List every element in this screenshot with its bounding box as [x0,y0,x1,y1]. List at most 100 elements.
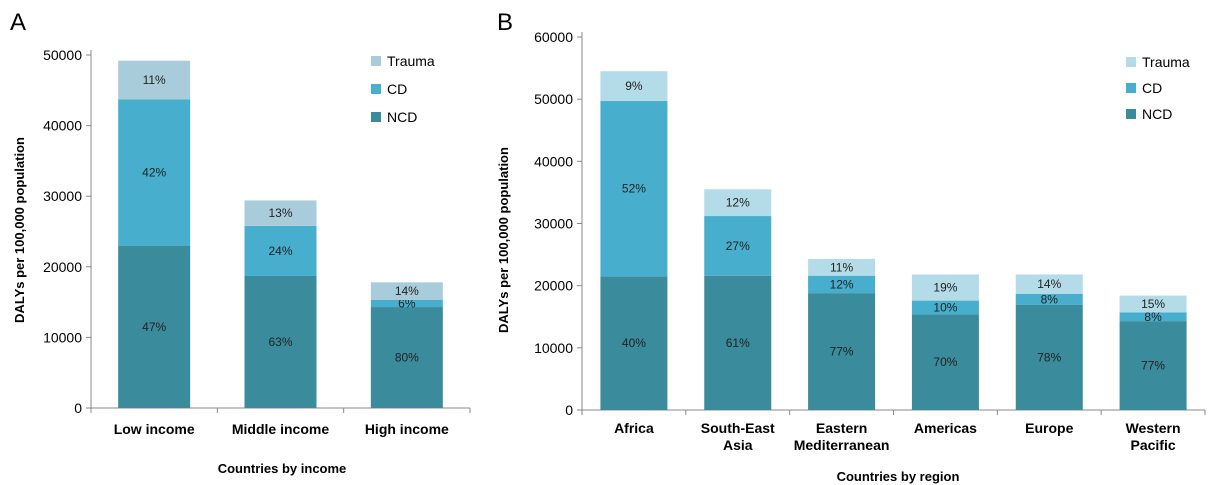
x-category-label-americas: Americas [914,420,977,436]
bar-cd-eastern-mediterranean [808,275,876,294]
y-tick-label: 50000 [534,91,573,107]
y-tick-label: 60000 [534,29,573,45]
x-category-label-europe: Europe [1025,420,1073,436]
legend-label-trauma: Trauma [387,53,435,69]
data-label-cd-south-east-asia: 27% [726,239,750,253]
data-label-cd-africa: 52% [622,182,646,196]
y-tick-label: 20000 [43,259,82,275]
legend-label-ncd: NCD [1142,106,1172,122]
bar-cd-middle-income [244,225,317,276]
data-label-cd-europe: 8% [1041,292,1059,306]
data-label-ncd-high-income: 80% [395,351,419,365]
data-label-ncd-americas: 70% [933,355,957,369]
bar-trauma-high-income [370,282,443,300]
legend-label-cd: CD [1142,80,1162,96]
data-label-trauma-low-income: 11% [143,73,166,87]
legend-swatch-cd [371,84,381,94]
y-tick-label: 0 [74,400,82,416]
data-label-ncd-africa: 40% [622,336,646,350]
bar-cd-europe [1015,293,1083,305]
data-label-cd-middle-income: 24% [268,244,292,258]
x-category-label-line: Africa [614,420,654,436]
data-label-trauma-south-east-asia: 12% [726,196,750,210]
data-label-trauma-middle-income: 13% [268,206,292,220]
data-label-ncd-western-pacific: 77% [1141,359,1165,373]
bar-trauma-africa [600,71,668,102]
legend-label-cd: CD [387,81,407,97]
bar-cd-western-pacific [1119,312,1187,322]
y-tick-label: 20000 [534,278,573,294]
y-tick-label: 30000 [534,216,573,232]
legend-swatch-cd [1126,83,1136,93]
bar-ncd-eastern-mediterranean [808,293,876,410]
bar-cd-high-income [370,299,443,308]
x-category-label-line: Western [1126,420,1181,436]
data-label-trauma-africa: 9% [625,79,643,93]
chart-panel-a: 0 10000 20000 30000 40000 50000 47% 42% 11% Low i… [12,47,471,476]
x-category-label-line: Eastern [816,420,867,436]
data-label-ncd-middle-income: 63% [268,335,292,349]
y-tick-label: 40000 [43,118,82,134]
bar-trauma-south-east-asia [704,189,772,217]
chart-panel-b: 0 10000 20000 30000 40000 50000 60000 40% 52% 9% A… [496,29,1206,484]
x-category-label-line: South-East [701,420,775,436]
legend-swatch-ncd [1126,109,1136,119]
bar-ncd-americas [911,314,979,410]
data-label-cd-high-income: 6% [398,297,416,311]
y-tick-label: 0 [565,402,573,418]
x-category-label-western-pacific: Western Pacific [1126,420,1181,453]
x-category-label-line: Middle income [232,421,329,437]
x-category-label-line: Mediterranean [794,437,890,453]
legend-swatch-trauma [371,56,381,66]
data-label-ncd-south-east-asia: 61% [726,336,750,350]
bar-cd-south-east-asia [704,216,772,276]
data-label-ncd-europe: 78% [1037,350,1061,364]
y-tick-label: 10000 [534,340,573,356]
y-axis-title: DALYs per 100,000 population [496,147,511,333]
data-label-ncd-eastern-mediterranean: 77% [830,345,854,359]
x-category-label-line: Americas [914,420,977,436]
data-label-trauma-eastern-mediterranean: 11% [830,260,853,274]
x-category-label-africa: Africa [614,420,654,436]
legend-swatch-trauma [1126,57,1136,67]
y-tick-label: 50000 [43,47,82,63]
x-category-label-middle-income: Middle income [232,421,329,437]
y-tick-label: 10000 [43,329,82,345]
y-axis-title: DALYs per 100,000 population [12,137,27,323]
data-label-trauma-western-pacific: 15% [1141,297,1165,311]
panel-letter-a: A [10,9,26,36]
x-category-label-south-east-asia: South-East Asia [701,420,775,453]
data-label-cd-low-income: 42% [142,166,166,180]
bar-ncd-western-pacific [1119,321,1187,410]
bar-cd-low-income [118,99,191,246]
y-tick-label: 30000 [43,188,82,204]
legend-label-trauma: Trauma [1142,54,1190,70]
x-category-label-eastern-mediterranean: Eastern Mediterranean [794,420,890,453]
bar-ncd-africa [600,276,668,410]
panel-letter-b: B [497,9,513,36]
bar-ncd-europe [1015,304,1083,410]
y-tick-label: 40000 [534,153,573,169]
x-axis-title: Countries by income [218,461,347,476]
bar-ncd-south-east-asia [704,275,772,410]
x-category-label-line: Low income [114,421,195,437]
data-label-trauma-americas: 19% [933,281,957,295]
bar-ncd-middle-income [244,275,317,408]
legend-swatch-ncd [371,112,381,122]
data-label-cd-eastern-mediterranean: 12% [830,277,854,291]
x-category-label-high-income: High income [365,421,449,437]
x-category-label-line: Pacific [1131,437,1176,453]
data-label-trauma-high-income: 14% [395,284,419,298]
x-axis-title: Countries by region [837,469,960,484]
x-category-label-low-income: Low income [114,421,195,437]
data-label-trauma-europe: 14% [1037,277,1061,291]
x-category-label-line: Europe [1025,420,1073,436]
legend-label-ncd: NCD [387,109,417,125]
bar-cd-africa [600,101,668,277]
bar-trauma-europe [1015,274,1083,294]
data-label-cd-western-pacific: 8% [1144,310,1162,324]
data-label-ncd-low-income: 47% [142,320,166,334]
bar-trauma-western-pacific [1119,295,1187,313]
x-category-label-line: High income [365,421,449,437]
